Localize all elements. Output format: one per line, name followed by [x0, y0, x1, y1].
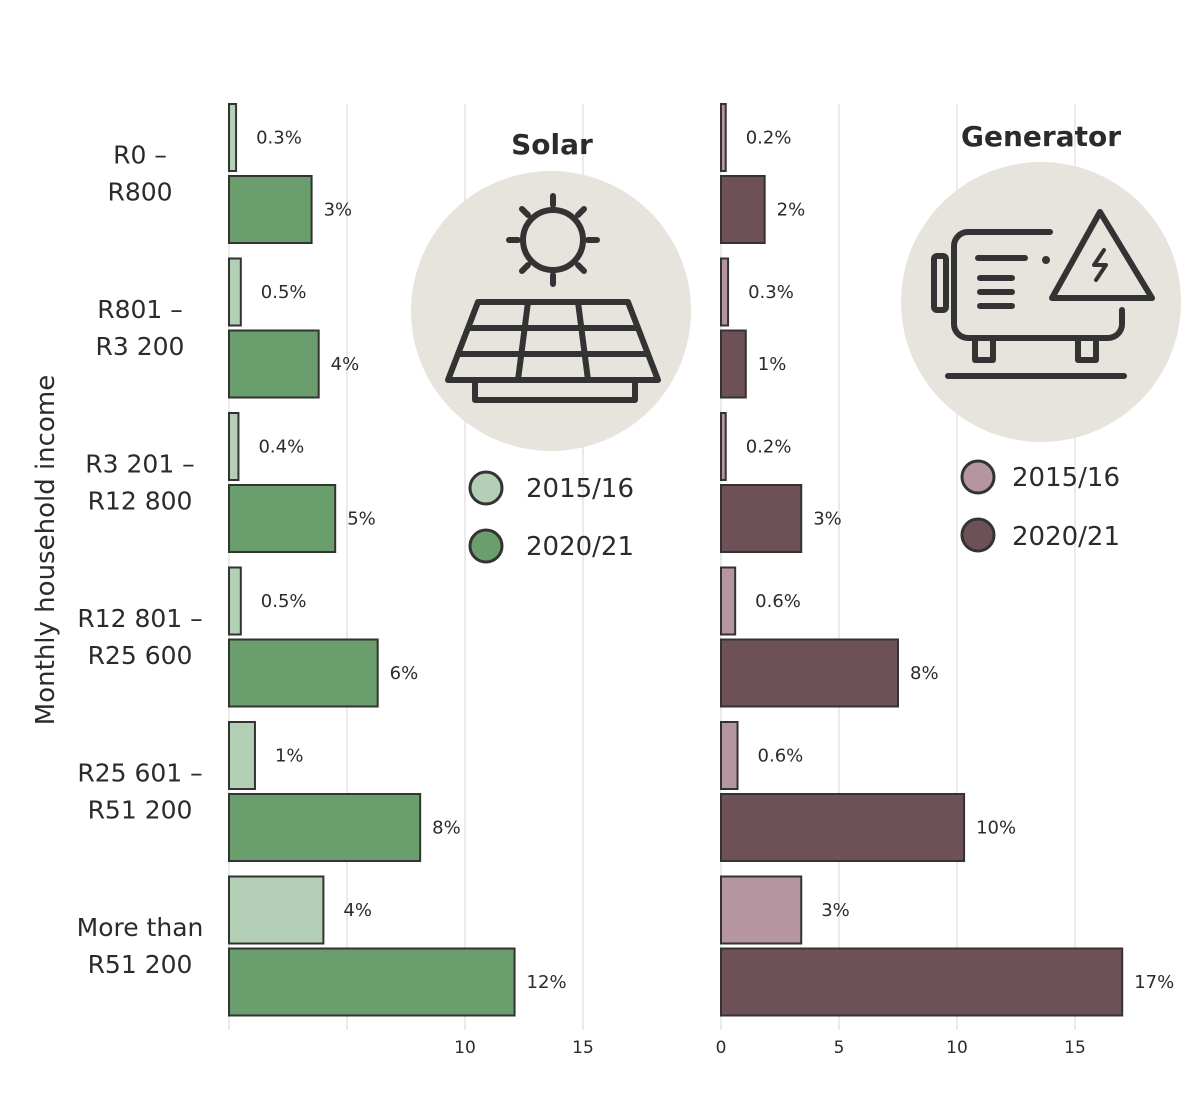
- bar-solar-2020-21: [228, 793, 422, 862]
- bar-solar-2015-16: [228, 412, 240, 481]
- bar-solar-2020-21: [228, 175, 313, 244]
- legend-label-2015: 2015/16: [526, 474, 634, 504]
- bar-solar-2020-21: [228, 484, 337, 553]
- data-label: 0.3%: [748, 282, 794, 303]
- data-label: 17%: [1134, 972, 1174, 993]
- legend-solar: 2015/16 2020/21: [468, 470, 634, 564]
- data-label: 0.5%: [261, 282, 307, 303]
- data-label: 4%: [331, 354, 360, 375]
- data-label: 3%: [324, 200, 353, 221]
- legend-label-2020: 2020/21: [1012, 522, 1120, 552]
- category-label: R3 200: [96, 332, 185, 361]
- x-tick-label: 5: [834, 1038, 845, 1058]
- category-label: R51 200: [88, 796, 193, 825]
- bar-generator-2020-21: [720, 638, 899, 708]
- category-label: More than: [77, 913, 204, 942]
- data-label: 4%: [343, 900, 372, 921]
- x-tick-label: 15: [1064, 1038, 1086, 1058]
- category-label: R51 200: [88, 950, 193, 979]
- legend-label-2015: 2015/16: [1012, 463, 1120, 493]
- category-label: R3 201 –: [85, 450, 194, 479]
- bar-generator-2015-16: [720, 721, 739, 790]
- data-label: 1%: [758, 354, 787, 375]
- data-label: 0.2%: [746, 437, 792, 458]
- bar-solar-2015-16: [228, 721, 256, 790]
- data-label: 8%: [432, 818, 461, 839]
- data-label: 1%: [275, 746, 304, 767]
- bar-generator-2020-21: [720, 484, 803, 553]
- bar-solar-2020-21: [228, 329, 320, 399]
- data-label: 2%: [777, 200, 806, 221]
- legend-swatch-2015: [960, 459, 996, 495]
- data-label: 3%: [813, 509, 842, 530]
- bar-solar-2015-16: [228, 103, 238, 172]
- data-label: 0.6%: [755, 591, 801, 612]
- category-label: R12 801 –: [77, 604, 202, 633]
- x-tick-label: 10: [454, 1038, 476, 1058]
- category-label: R0 –: [113, 141, 167, 170]
- y-axis-title: Monthly household income: [31, 375, 61, 725]
- panel-title-solar: Solar: [511, 128, 593, 161]
- bar-generator-2015-16: [720, 875, 803, 945]
- bar-solar-2015-16: [228, 875, 325, 945]
- category-label: R25 601 –: [77, 759, 202, 788]
- generator-icon: [931, 209, 1155, 379]
- bar-generator-2015-16: [720, 566, 737, 636]
- bar-generator-2020-21: [720, 947, 1124, 1017]
- bar-solar-2020-21: [228, 638, 379, 708]
- data-label: 10%: [976, 818, 1016, 839]
- legend-generator: 2015/16 2020/21: [960, 459, 1120, 553]
- solar-panel-icon: [445, 193, 661, 403]
- x-tick-label: 15: [572, 1038, 594, 1058]
- category-label: R12 800: [88, 487, 193, 516]
- x-tick-label: 10: [946, 1038, 968, 1058]
- legend-swatch-2020: [468, 528, 504, 564]
- legend-swatch-2015: [468, 470, 504, 506]
- bar-solar-2015-16: [228, 566, 242, 636]
- bar-generator-2015-16: [720, 103, 727, 172]
- data-label: 6%: [390, 663, 419, 684]
- category-label: R800: [107, 178, 172, 207]
- legend-swatch-2020: [960, 517, 996, 553]
- data-label: 0.6%: [758, 746, 804, 767]
- bar-generator-2015-16: [720, 257, 730, 327]
- data-label: 3%: [821, 900, 850, 921]
- x-tick-label: 0: [716, 1038, 727, 1058]
- data-label: 0.2%: [746, 128, 792, 149]
- bar-generator-2020-21: [720, 793, 966, 862]
- bar-solar-2015-16: [228, 257, 242, 327]
- legend-label-2020: 2020/21: [526, 532, 634, 562]
- bar-generator-2015-16: [720, 412, 727, 481]
- panel-title-generator: Generator: [961, 120, 1121, 153]
- bar-generator-2020-21: [720, 329, 747, 399]
- data-label: 8%: [910, 663, 939, 684]
- data-label: 0.5%: [261, 591, 307, 612]
- data-label: 0.3%: [256, 128, 302, 149]
- category-label: R25 600: [88, 641, 193, 670]
- category-label: R801 –: [97, 295, 183, 324]
- bar-generator-2020-21: [720, 175, 766, 244]
- data-label: 0.4%: [258, 437, 304, 458]
- data-label: 12%: [527, 972, 567, 993]
- bar-solar-2020-21: [228, 947, 516, 1017]
- data-label: 5%: [347, 509, 376, 530]
